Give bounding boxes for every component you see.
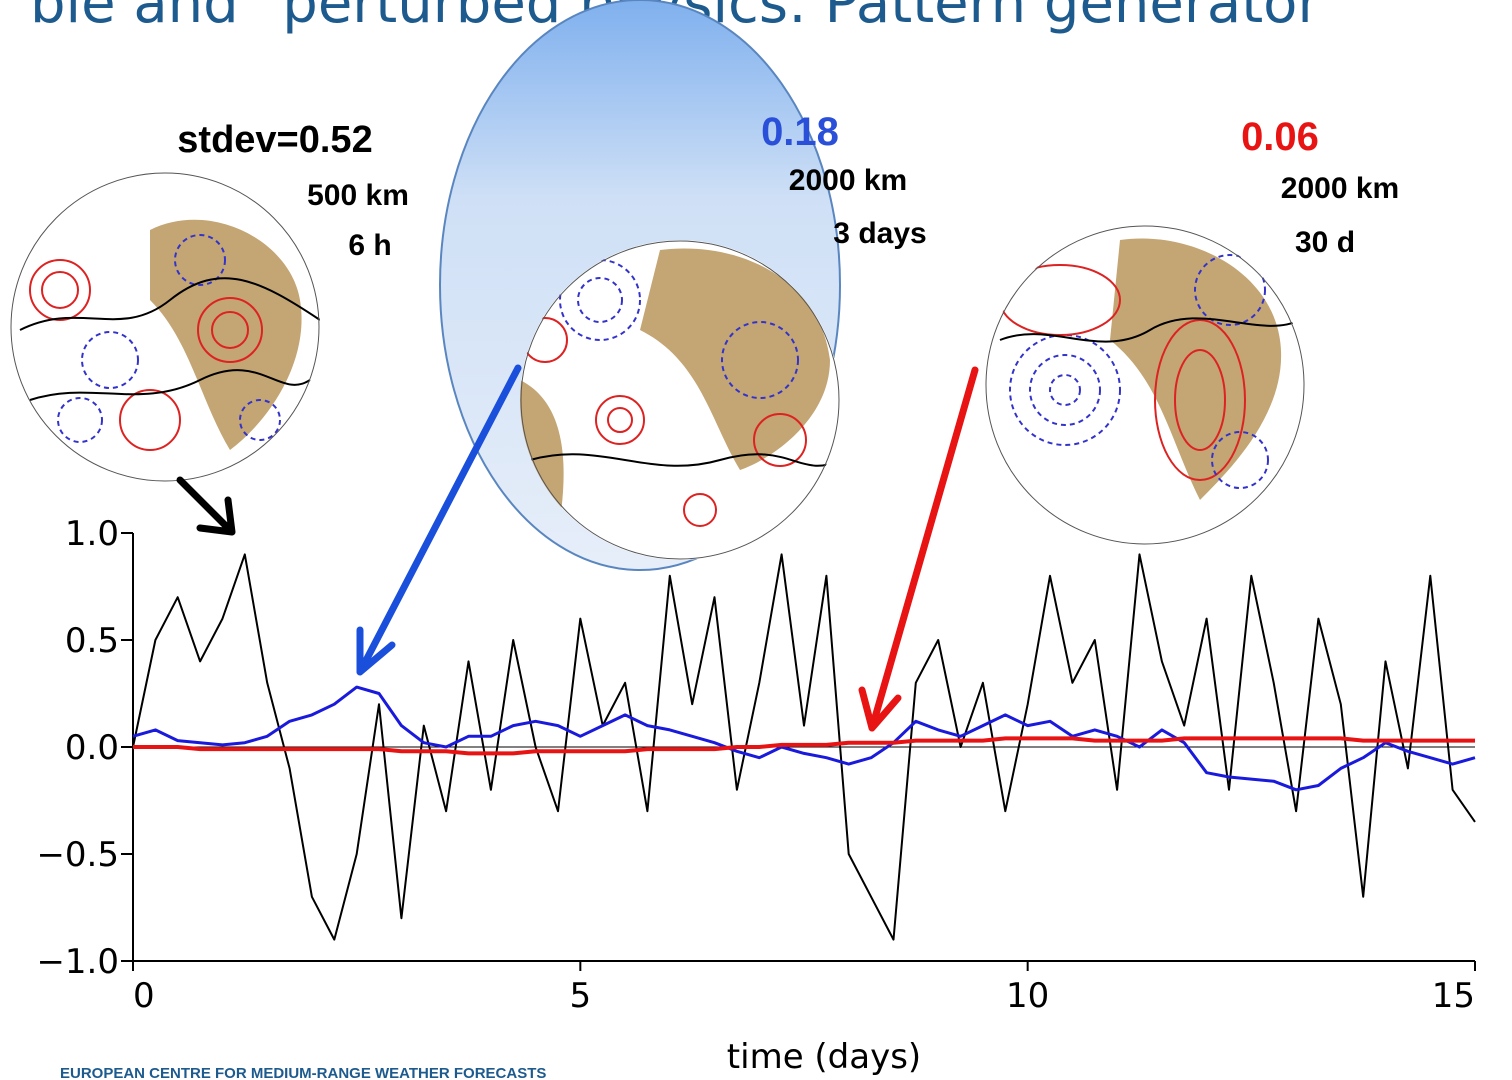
series-line bbox=[132, 553, 1476, 941]
y-tick-label: −0.5 bbox=[36, 835, 119, 875]
footer: EUROPEAN CENTRE FOR MEDIUM-RANGE WEATHER… bbox=[60, 1065, 546, 1080]
annotation: stdev=0.52 bbox=[177, 119, 372, 161]
y-tick-label: 1.0 bbox=[65, 514, 119, 554]
globe bbox=[985, 225, 1305, 545]
x-tick-label: 10 bbox=[1006, 976, 1049, 1016]
annotation: 500 km bbox=[307, 179, 409, 212]
x-axis-label: time (days) bbox=[727, 1037, 921, 1077]
annotation: 0.18 bbox=[761, 110, 839, 154]
annotation: 3 days bbox=[833, 217, 926, 250]
annotation: 2000 km bbox=[789, 164, 907, 197]
annotation: 0.06 bbox=[1241, 115, 1319, 159]
x-tick-label: 15 bbox=[1432, 976, 1475, 1016]
annotation: 2000 km bbox=[1281, 172, 1399, 205]
y-tick-label: 0.5 bbox=[65, 621, 119, 661]
x-tick-label: 0 bbox=[133, 976, 155, 1016]
globe bbox=[520, 240, 840, 560]
y-tick-label: 0.0 bbox=[65, 728, 119, 768]
y-tick-label: −1.0 bbox=[36, 942, 119, 982]
series-line bbox=[133, 736, 1475, 756]
annotation: 30 d bbox=[1295, 226, 1355, 259]
annotation: 6 h bbox=[348, 229, 391, 262]
arrow bbox=[176, 364, 979, 732]
x-tick-label: 5 bbox=[570, 976, 592, 1016]
globe bbox=[10, 172, 320, 482]
series-line bbox=[132, 685, 1476, 792]
